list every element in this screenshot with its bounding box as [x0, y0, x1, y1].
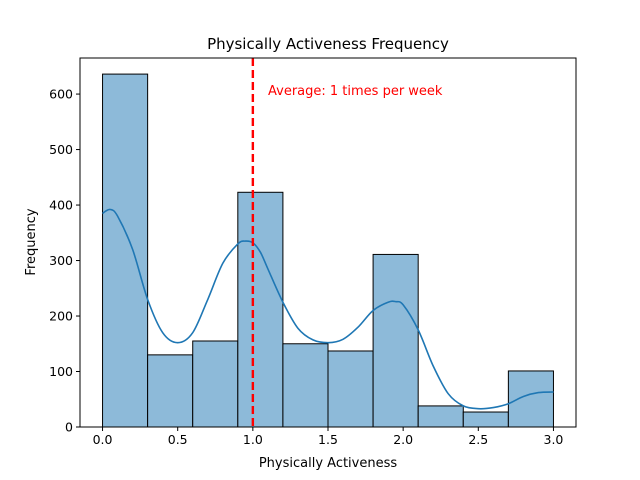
y-tick-label-0: 0	[65, 420, 73, 435]
histogram-bar-0	[102, 73, 149, 428]
y-tick-label-3: 300	[49, 253, 73, 268]
histogram-bar-6	[372, 253, 419, 428]
y-axis-label: Frequency	[24, 208, 39, 275]
kde-layer	[102, 208, 554, 410]
kde-curve	[102, 208, 554, 410]
histogram-bar-3	[237, 191, 284, 428]
y-tick-label-4: 400	[49, 198, 73, 213]
x-ticks: 0.0 0.5 1.0 1.5 2.0 2.5 3.0	[93, 427, 564, 447]
x-tick-label-4: 2.0	[393, 432, 413, 447]
histogram-bar-2	[192, 340, 239, 428]
histogram-bar-8	[462, 411, 509, 428]
histogram-bar-5	[327, 350, 374, 428]
chart-title: Physically Activeness Frequency	[207, 35, 449, 53]
histogram-bar-7	[417, 405, 464, 428]
x-tick-label-6: 3.0	[544, 432, 564, 447]
y-tick-label-2: 200	[49, 309, 73, 324]
y-tick-label-5: 500	[49, 142, 73, 157]
x-tick-label-5: 2.5	[468, 432, 488, 447]
x-tick-label-2: 1.0	[243, 432, 263, 447]
x-tick-label-3: 1.5	[318, 432, 338, 447]
x-tick-label-0: 0.0	[93, 432, 113, 447]
average-annotation: Average: 1 times per week	[268, 84, 443, 99]
histogram-bar-1	[147, 354, 194, 428]
y-tick-label-6: 600	[49, 87, 73, 102]
y-ticks: 0 100 200 300 400 500 600	[49, 87, 80, 435]
histogram-bar-9	[507, 370, 554, 428]
x-axis-label: Physically Activeness	[259, 456, 398, 471]
bars-layer	[102, 73, 554, 428]
histogram-bar-4	[282, 343, 329, 428]
x-tick-label-1: 0.5	[168, 432, 188, 447]
y-tick-label-1: 100	[49, 364, 73, 379]
